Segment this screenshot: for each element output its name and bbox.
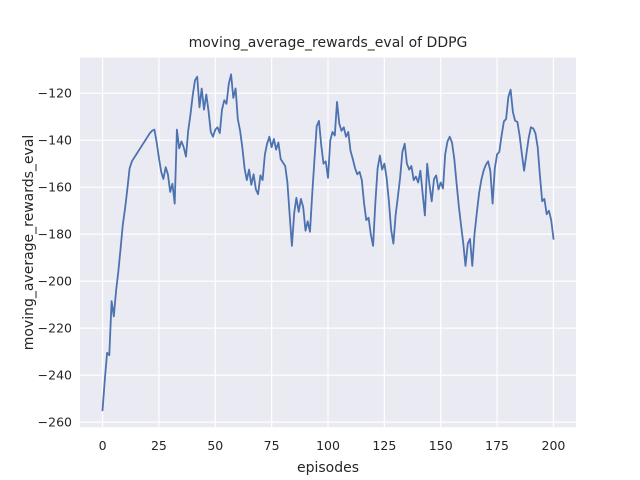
y-tick-label: −120 [38,86,72,101]
plot-generated-content: 0 25 50 75 100 125 150 175 200 −260 −240 −220 −200 −1… [38,57,576,453]
x-tick-label: 25 [151,438,167,453]
y-tick-label: −240 [38,368,72,383]
x-tick-label: 50 [207,438,223,453]
x-tick-label: 175 [485,438,509,453]
y-tick-label: −220 [38,321,72,336]
x-tick-label: 150 [429,438,453,453]
x-tick-label: 125 [372,438,396,453]
y-tick-label: −140 [38,133,72,148]
x-axis-label: episodes [297,460,359,476]
chart-title: moving_average_rewards_eval of DDPG [189,35,468,51]
y-tick-label: −260 [38,415,72,430]
y-tick-label: −180 [38,227,72,242]
x-tick-label: 0 [99,438,107,453]
line-series [101,73,555,412]
x-tick-label: 200 [542,438,566,453]
x-tick-label: 100 [316,438,340,453]
y-tick-label: −200 [38,274,72,289]
y-axis-label: moving_average_rewards_eval [21,135,37,351]
x-tick-label: 75 [264,438,280,453]
y-tick-label: −160 [38,180,72,195]
